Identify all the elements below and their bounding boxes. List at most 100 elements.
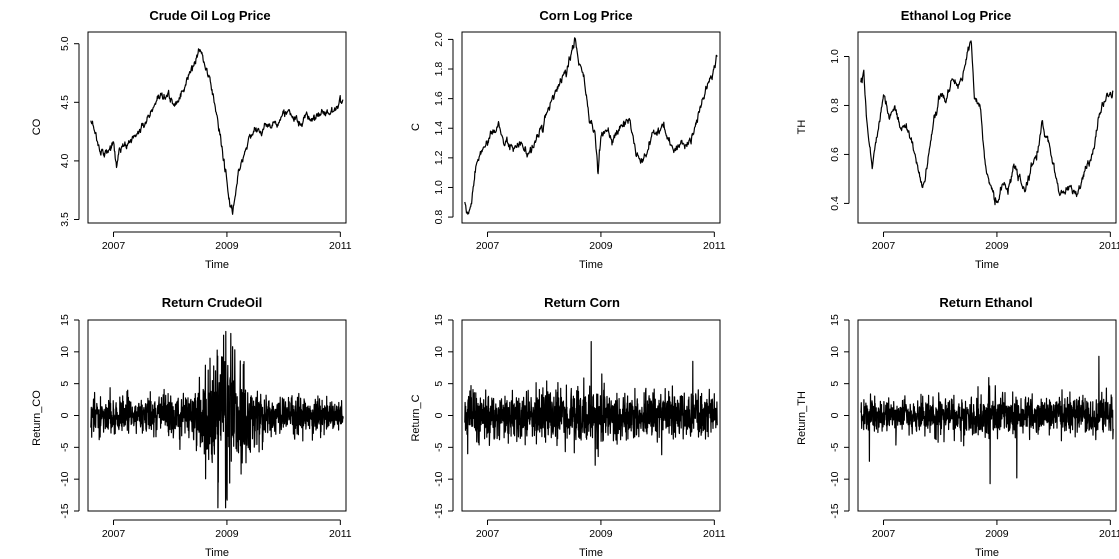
- y-tick-label: -10: [433, 471, 445, 486]
- y-tick-label: 0.4: [829, 196, 841, 211]
- series-line: [860, 40, 1114, 206]
- plot-frame: [461, 319, 721, 512]
- plot-area: [464, 37, 718, 215]
- y-tick-label: 10: [59, 346, 71, 358]
- x-axis: 2007 2009 2011: [872, 231, 1119, 252]
- y-tick-label: 0.8: [433, 210, 445, 225]
- y-tick-label: 15: [59, 314, 71, 326]
- plot-area: [860, 355, 1114, 485]
- x-tick-label: 2007: [476, 528, 500, 540]
- y-tick-label: 5: [59, 381, 71, 387]
- y-axis: 0.4 0.6 0.8 1.0: [829, 49, 850, 211]
- x-tick-label: 2011: [329, 528, 352, 540]
- series-line: [464, 37, 718, 215]
- x-tick-label: 2011: [329, 240, 352, 252]
- y-tick-label: 5.0: [59, 36, 71, 51]
- y-tick-label: -10: [829, 471, 841, 486]
- panel-crude-oil-return: Return CrudeOil Time Return_CO 2007 2009 2…: [31, 295, 352, 559]
- y-tick-label: -15: [829, 503, 841, 518]
- x-axis-label: Time: [205, 259, 229, 271]
- y-axis: 3.5 4.0 4.5 5.0: [59, 36, 80, 227]
- plot-frame: [461, 31, 721, 224]
- y-tick-label: 5: [433, 381, 445, 387]
- x-axis: 2007 2009 2011: [476, 519, 726, 540]
- x-tick-label: 2009: [215, 240, 239, 252]
- y-tick-label: 1.8: [433, 62, 445, 77]
- y-axis: 0.8 1.0 1.2 1.4 1.6 1.8 2.0: [433, 32, 454, 225]
- x-axis: 2007 2009 2011: [872, 519, 1119, 540]
- x-tick-label: 2007: [476, 240, 500, 252]
- chart-title: Return Corn: [544, 295, 620, 310]
- plot-frame: [857, 319, 1117, 512]
- y-tick-label: 15: [829, 314, 841, 326]
- y-tick-label: 0: [433, 412, 445, 418]
- y-tick-label: 0.8: [829, 98, 841, 113]
- y-tick-label: 0.6: [829, 147, 841, 162]
- chart-title: Corn Log Price: [539, 8, 632, 23]
- y-tick-label: 4.0: [59, 153, 71, 168]
- y-tick-label: -5: [829, 443, 841, 452]
- y-axis: -15 -10 -5 0 5 10 15: [829, 314, 850, 519]
- y-axis-label: C: [410, 123, 422, 131]
- plot-area: [860, 40, 1114, 206]
- x-tick-label: 2009: [589, 528, 613, 540]
- y-tick-label: -5: [433, 443, 445, 452]
- x-tick-label: 2009: [985, 240, 1009, 252]
- plot-frame: [87, 319, 347, 512]
- panel-corn-price: Corn Log Price Time C 2007 2009 2011 0.8 1.…: [410, 8, 726, 271]
- y-tick-label: 4.5: [59, 95, 71, 110]
- panel-corn-return: Return Corn Time Return_C 2007 2009 2011 -…: [410, 295, 726, 559]
- y-tick-label: 3.5: [59, 212, 71, 227]
- x-tick-label: 2009: [215, 528, 239, 540]
- y-axis-label: TH: [796, 120, 808, 135]
- plot-area: [90, 330, 344, 509]
- chart-title: Return CrudeOil: [162, 295, 262, 310]
- x-axis: 2007 2009 2011: [476, 231, 726, 252]
- x-tick-label: 2007: [872, 240, 896, 252]
- y-axis: -15 -10 -5 0 5 10 15: [59, 314, 80, 519]
- x-tick-label: 2007: [102, 528, 126, 540]
- panel-ethanol-return: Return Ethanol Time Return_TH 2007 2009 20…: [796, 295, 1119, 559]
- y-tick-label: 10: [829, 346, 841, 358]
- x-axis-label: Time: [205, 547, 229, 559]
- y-tick-label: 1.0: [829, 49, 841, 64]
- y-tick-label: -15: [433, 503, 445, 518]
- chart-title: Ethanol Log Price: [901, 8, 1012, 23]
- series-line: [90, 48, 344, 215]
- x-tick-label: 2011: [703, 240, 726, 252]
- series-line: [464, 341, 718, 466]
- y-tick-label: -5: [59, 443, 71, 452]
- x-tick-label: 2009: [985, 528, 1009, 540]
- x-tick-label: 2007: [872, 528, 896, 540]
- x-axis: 2007 2009 2011: [102, 231, 352, 252]
- series-line: [90, 330, 344, 509]
- chart-title: Crude Oil Log Price: [149, 8, 270, 23]
- y-tick-label: -15: [59, 503, 71, 518]
- x-axis-label: Time: [975, 547, 999, 559]
- series-line: [860, 355, 1114, 485]
- x-tick-label: 2011: [703, 528, 726, 540]
- y-axis-label: Return_TH: [796, 391, 808, 445]
- plot-frame: [857, 31, 1117, 224]
- plot-frame: [87, 31, 347, 224]
- x-tick-label: 2011: [1099, 528, 1119, 540]
- y-tick-label: 10: [433, 346, 445, 358]
- x-tick-label: 2011: [1099, 240, 1119, 252]
- y-tick-label: 0: [829, 412, 841, 418]
- plot-area: [464, 341, 718, 466]
- y-axis: -15 -10 -5 0 5 10 15: [433, 314, 454, 519]
- x-axis-label: Time: [975, 259, 999, 271]
- panel-ethanol-price: Ethanol Log Price Time TH 2007 2009 2011 0…: [796, 8, 1119, 271]
- y-tick-label: 0: [59, 412, 71, 418]
- y-tick-label: 1.4: [433, 121, 445, 136]
- y-axis-label: CO: [31, 118, 43, 135]
- y-tick-label: 2.0: [433, 32, 445, 47]
- y-tick-label: 1.6: [433, 91, 445, 106]
- panel-crude-oil-price: Crude Oil Log Price Time CO 2007 2009 2011…: [31, 8, 352, 271]
- chart-title: Return Ethanol: [939, 295, 1032, 310]
- x-axis-label: Time: [579, 259, 603, 271]
- y-tick-label: -10: [59, 471, 71, 486]
- y-tick-label: 1.0: [433, 180, 445, 195]
- y-axis-label: Return_CO: [31, 390, 43, 446]
